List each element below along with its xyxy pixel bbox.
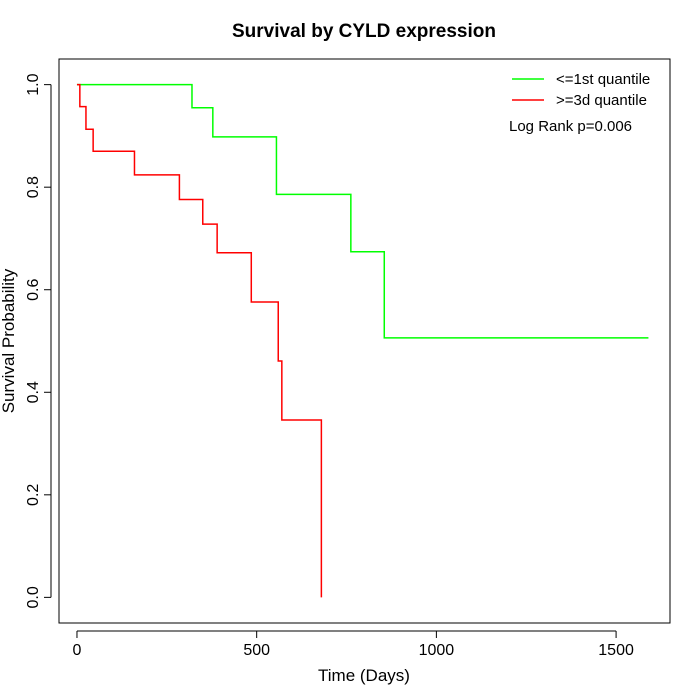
y-tick-label: 0.4 bbox=[25, 381, 42, 403]
y-tick-label: 0.6 bbox=[25, 279, 42, 301]
log-rank-annotation: Log Rank p=0.006 bbox=[509, 118, 632, 135]
series-high-quantile-curve bbox=[76, 83, 323, 598]
y-tick-label: 0.2 bbox=[25, 484, 42, 506]
x-tick-label: 1000 bbox=[419, 642, 455, 659]
x-tick-label: 500 bbox=[243, 642, 270, 659]
legend: <=1st quantile >=3d quantile bbox=[512, 71, 650, 109]
y-tick-label: 1.0 bbox=[25, 73, 42, 95]
survival-curves bbox=[76, 83, 649, 598]
y-tick-label: 0.0 bbox=[25, 586, 42, 608]
chart-title: Survival by CYLD expression bbox=[232, 21, 496, 42]
y-tick-label: 0.8 bbox=[25, 176, 42, 198]
series-low-quantile-curve bbox=[76, 83, 649, 339]
plot-frame bbox=[58, 58, 671, 624]
legend-label: >=3d quantile bbox=[556, 92, 647, 109]
x-tick-label: 0 bbox=[73, 642, 82, 659]
legend-label: <=1st quantile bbox=[556, 71, 650, 88]
y-axis-label: Survival Probability bbox=[0, 268, 18, 413]
axes: 0 500 1000 1500 0.0 0.2 0.4 0.6 0.8 1.0 bbox=[25, 73, 634, 659]
x-tick-label: 1500 bbox=[598, 642, 634, 659]
x-axis-label: Time (Days) bbox=[318, 666, 410, 685]
